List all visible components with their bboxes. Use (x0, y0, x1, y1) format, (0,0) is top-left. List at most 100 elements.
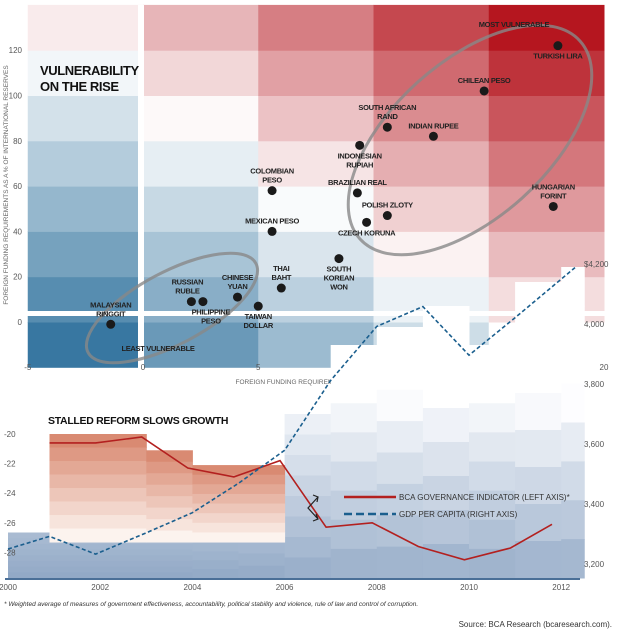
x-tick-label: 2008 (368, 583, 386, 592)
point-label: BAHT (271, 273, 291, 282)
point-label: YUAN (227, 282, 247, 291)
footnote: * Weighted average of measures of govern… (4, 601, 418, 608)
line-chart-background (5, 267, 585, 580)
data-point (382, 122, 392, 132)
governance-band (146, 507, 193, 520)
gdp-band (284, 414, 332, 435)
gdp-band (330, 461, 378, 492)
point-label: MALAYSIAN (90, 300, 131, 309)
data-point (553, 41, 563, 51)
gdp-band (561, 267, 585, 307)
governance-band (146, 484, 193, 497)
governance-band (49, 515, 147, 530)
gdp-band (192, 569, 239, 579)
governance-band (192, 474, 286, 485)
point-label: CZECH KORUNA (338, 228, 396, 237)
x-tick-label: 2006 (276, 583, 294, 592)
most-vulnerable-label: MOST VULNERABLE (479, 20, 550, 29)
background-cell (488, 231, 605, 278)
point-label: DOLLAR (244, 321, 274, 330)
governance-band (49, 447, 147, 462)
point-label: INDONESIAN (338, 151, 382, 160)
y-tick-label: 80 (13, 137, 22, 146)
gdp-band (376, 515, 424, 548)
scatter-background-grid (27, 4, 605, 368)
point-label: INDIAN RUPEE (408, 121, 458, 130)
gdp-band (8, 566, 193, 573)
gdp-band (422, 340, 470, 375)
background-cell (27, 231, 144, 278)
governance-band (49, 461, 147, 476)
gdp-band (469, 403, 516, 433)
gdp-band (238, 565, 286, 579)
background-cell (373, 186, 490, 232)
gdp-band (284, 475, 332, 497)
gdp-band (515, 319, 562, 357)
gdp-band (469, 461, 516, 492)
background-cell (258, 140, 374, 187)
point-label: PHILIPPINE (192, 308, 231, 317)
gdp-band (330, 432, 378, 462)
background-cell (373, 140, 490, 187)
x-tick-label: 0 (141, 363, 146, 372)
gdp-band (422, 408, 470, 443)
background-cell (27, 95, 144, 142)
left-y-tick-label: -28 (4, 548, 16, 557)
governance-band (49, 474, 147, 489)
gdp-band (330, 490, 378, 521)
background-cell (488, 50, 605, 96)
gdp-band (376, 483, 424, 516)
background-cell (258, 4, 374, 51)
data-point (479, 86, 489, 96)
gdp-band (192, 542, 239, 552)
arrows-icon (307, 494, 319, 522)
point-label: RUPIAH (346, 160, 373, 169)
data-point (186, 297, 196, 307)
data-point (352, 188, 362, 198)
governance-band (192, 522, 286, 533)
governance-band (192, 484, 286, 495)
gdp-band (469, 490, 516, 521)
governance-band (192, 532, 286, 543)
background-cell (258, 50, 374, 96)
gdp-line (7, 266, 576, 555)
governance-band (146, 473, 193, 486)
point-label: BRAZILIAN REAL (328, 178, 387, 187)
gdp-band (561, 422, 585, 462)
governance-band (192, 513, 286, 524)
gdp-band (330, 374, 378, 404)
gdp-band (284, 496, 332, 517)
background-cell (143, 95, 259, 142)
point-label: SOUTH (327, 265, 352, 274)
point-label: FORINT (540, 191, 567, 200)
left-y-tick-label: -26 (4, 519, 16, 528)
gdp-band (561, 383, 585, 423)
data-point (355, 140, 365, 150)
y-tick-label: 120 (9, 46, 23, 55)
data-point (106, 319, 116, 329)
right-y-tick-label: 3,200 (584, 560, 605, 569)
governance-band (146, 519, 193, 532)
gdp-band (469, 548, 516, 579)
gdp-band (284, 557, 332, 579)
point-label: RUSSIAN (172, 278, 204, 287)
point-label: CHINESE (222, 273, 254, 282)
legend-label-governance: BCA GOVERNANCE INDICATOR (LEFT AXIS)* (399, 493, 570, 502)
governance-band (49, 488, 147, 503)
data-point (267, 186, 277, 196)
gdp-band (561, 344, 585, 385)
legend: BCA GOVERNANCE INDICATOR (LEFT AXIS)* GD… (344, 493, 570, 519)
zero-y-divider (27, 311, 609, 316)
y-tick-label: 100 (9, 92, 23, 101)
gdp-band (376, 421, 424, 453)
gdp-band (561, 461, 585, 501)
point-label: PESO (201, 317, 221, 326)
point-label: PESO (262, 176, 282, 185)
y-tick-label: 0 (18, 318, 23, 327)
background-cell (373, 50, 490, 96)
x-tick-label: 5 (256, 363, 261, 372)
gdp-band (422, 476, 470, 511)
governance-band (146, 461, 193, 474)
x-axis-title: FOREIGN FUNDING REQUIREMENTS AS A % OF G… (235, 379, 400, 386)
governance-band (192, 503, 286, 514)
